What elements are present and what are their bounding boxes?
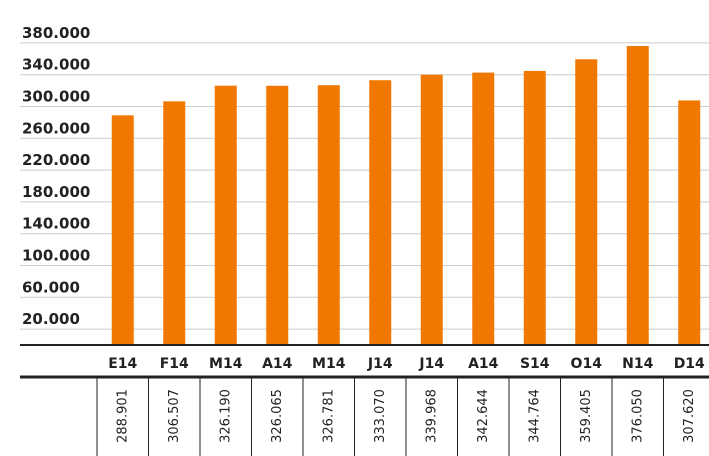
y-tick-label: 260.000 bbox=[22, 119, 90, 137]
bar bbox=[626, 46, 649, 345]
value-label: 307.620 bbox=[682, 389, 697, 443]
y-tick-label: 60.000 bbox=[22, 278, 80, 296]
x-tick-label: S14 bbox=[520, 356, 550, 372]
value-label: 333.070 bbox=[373, 389, 388, 443]
x-tick-label: M14 bbox=[312, 356, 346, 372]
y-tick-label: 340.000 bbox=[22, 56, 90, 74]
value-label: 326.781 bbox=[321, 389, 336, 443]
y-tick-label: 300.000 bbox=[22, 88, 90, 106]
bar bbox=[266, 85, 289, 346]
value-label: 359.405 bbox=[579, 389, 594, 443]
bar bbox=[163, 101, 186, 345]
bar bbox=[420, 74, 443, 346]
x-tick-label: F14 bbox=[160, 356, 189, 372]
bar bbox=[575, 59, 598, 346]
value-label: 344.764 bbox=[527, 389, 542, 443]
value-label: 288.901 bbox=[115, 389, 130, 443]
x-tick-label: A14 bbox=[262, 356, 293, 372]
y-tick-label: 180.000 bbox=[22, 183, 90, 201]
value-label: 306.507 bbox=[167, 389, 182, 443]
value-label: 342.644 bbox=[476, 389, 491, 443]
x-tick-label: J14 bbox=[367, 356, 393, 372]
value-label: 339.968 bbox=[424, 389, 439, 443]
x-tick-label: D14 bbox=[674, 356, 705, 372]
y-tick-label: 380.000 bbox=[22, 24, 90, 42]
value-label: 326.190 bbox=[218, 389, 233, 443]
y-tick-label: 220.000 bbox=[22, 151, 90, 169]
bar bbox=[678, 100, 701, 345]
value-label: 326.065 bbox=[270, 389, 285, 443]
bar bbox=[214, 85, 237, 345]
x-tick-label: A14 bbox=[468, 356, 499, 372]
value-label: 376.050 bbox=[630, 389, 645, 443]
bar bbox=[369, 80, 392, 345]
x-tick-label: N14 bbox=[622, 356, 653, 372]
x-tick-label: M14 bbox=[209, 356, 243, 372]
bar bbox=[523, 70, 546, 345]
y-tick-label: 100.000 bbox=[22, 247, 90, 265]
x-tick-label: O14 bbox=[571, 356, 603, 372]
y-tick-label: 20.000 bbox=[22, 310, 80, 328]
bar bbox=[317, 85, 340, 345]
bar bbox=[111, 115, 134, 346]
x-tick-label: E14 bbox=[108, 356, 137, 372]
x-tick-label: J14 bbox=[418, 356, 444, 372]
y-tick-label: 140.000 bbox=[22, 215, 90, 233]
bar bbox=[472, 72, 495, 345]
